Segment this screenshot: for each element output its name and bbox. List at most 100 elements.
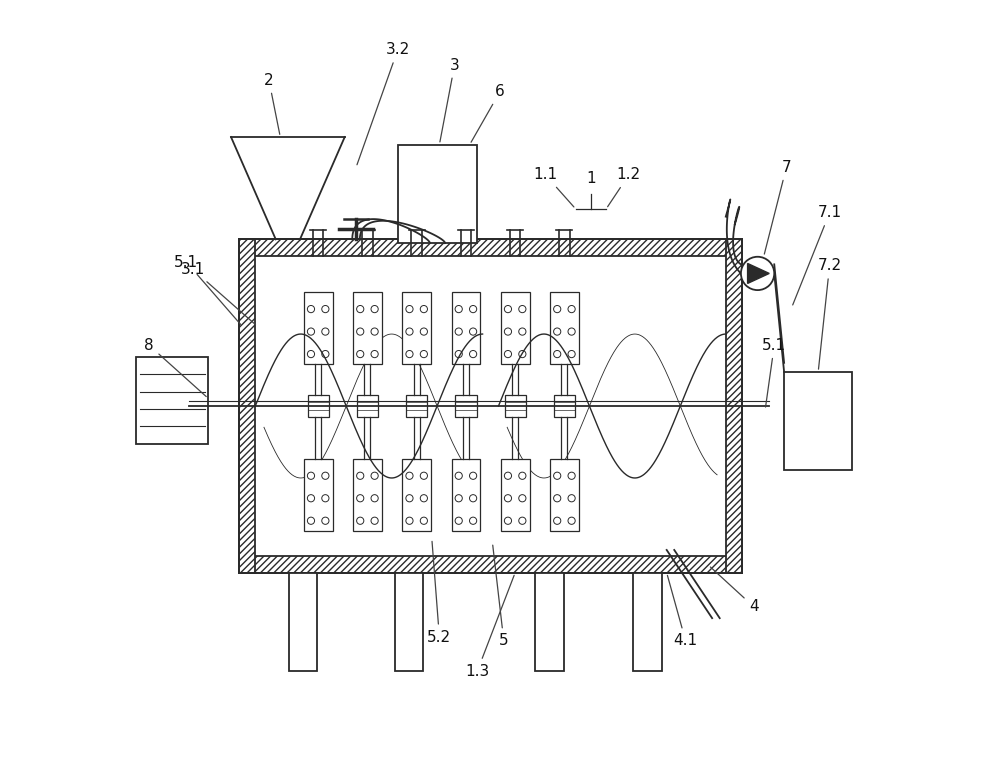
Bar	[554, 395, 575, 417]
Bar	[452, 292, 480, 364]
Bar	[239, 239, 742, 573]
Circle shape	[307, 328, 315, 335]
Circle shape	[554, 517, 561, 524]
Bar	[633, 573, 662, 671]
Circle shape	[455, 517, 462, 524]
Bar	[239, 239, 742, 256]
Text: 7.1: 7.1	[793, 206, 842, 305]
Circle shape	[357, 495, 364, 502]
Circle shape	[307, 495, 315, 502]
Circle shape	[322, 472, 329, 480]
Circle shape	[307, 305, 315, 313]
Bar	[304, 292, 333, 364]
Text: 5.1: 5.1	[762, 338, 786, 407]
Circle shape	[307, 472, 315, 480]
Circle shape	[322, 495, 329, 502]
Circle shape	[322, 328, 329, 335]
Bar	[395, 573, 423, 671]
Bar	[402, 459, 431, 531]
Circle shape	[504, 495, 512, 502]
Circle shape	[470, 328, 477, 335]
Circle shape	[554, 305, 561, 313]
Circle shape	[504, 305, 512, 313]
Circle shape	[554, 495, 561, 502]
Bar	[402, 292, 431, 364]
Bar	[452, 459, 480, 531]
Circle shape	[568, 495, 575, 502]
Bar	[550, 292, 579, 364]
Bar	[501, 292, 530, 364]
Text: 3.2: 3.2	[357, 43, 410, 165]
Text: 8: 8	[144, 338, 206, 397]
Text: 5: 5	[493, 545, 509, 648]
Bar	[535, 573, 564, 671]
Circle shape	[519, 472, 526, 480]
Circle shape	[504, 472, 512, 480]
Circle shape	[406, 472, 413, 480]
Text: 7.2: 7.2	[817, 258, 842, 369]
Bar	[398, 145, 477, 243]
Bar	[239, 239, 255, 573]
Circle shape	[519, 305, 526, 313]
Bar	[353, 292, 382, 364]
Text: 1: 1	[586, 172, 596, 186]
Circle shape	[420, 328, 427, 335]
Text: 1.2: 1.2	[608, 168, 641, 206]
Bar	[136, 357, 208, 444]
Text: 5.1: 5.1	[174, 254, 241, 324]
Circle shape	[504, 328, 512, 335]
Circle shape	[519, 517, 526, 524]
Circle shape	[371, 305, 378, 313]
Text: 6: 6	[471, 84, 505, 142]
Circle shape	[568, 517, 575, 524]
Circle shape	[455, 472, 462, 480]
Circle shape	[357, 305, 364, 313]
Text: 1.3: 1.3	[465, 575, 514, 679]
Bar	[304, 459, 333, 531]
Circle shape	[371, 495, 378, 502]
Circle shape	[470, 351, 477, 357]
Circle shape	[406, 305, 413, 313]
Bar	[784, 372, 852, 471]
Circle shape	[371, 472, 378, 480]
Circle shape	[420, 351, 427, 357]
Circle shape	[519, 495, 526, 502]
Circle shape	[519, 328, 526, 335]
Circle shape	[406, 328, 413, 335]
Text: 1.1: 1.1	[533, 168, 574, 207]
Circle shape	[554, 328, 561, 335]
Circle shape	[554, 472, 561, 480]
Bar	[455, 395, 477, 417]
Text: 5.2: 5.2	[427, 541, 451, 644]
Circle shape	[568, 472, 575, 480]
Circle shape	[455, 495, 462, 502]
Text: 4: 4	[710, 567, 759, 614]
Circle shape	[406, 495, 413, 502]
Circle shape	[568, 305, 575, 313]
Circle shape	[519, 351, 526, 357]
Circle shape	[357, 328, 364, 335]
Circle shape	[357, 472, 364, 480]
Bar	[550, 459, 579, 531]
Circle shape	[470, 472, 477, 480]
Bar	[239, 556, 742, 573]
Text: 3.1: 3.1	[181, 262, 255, 325]
Bar	[505, 395, 526, 417]
Circle shape	[307, 517, 315, 524]
Circle shape	[406, 351, 413, 357]
Text: 2: 2	[264, 73, 280, 134]
Circle shape	[420, 495, 427, 502]
Circle shape	[371, 328, 378, 335]
Circle shape	[554, 351, 561, 357]
Circle shape	[357, 517, 364, 524]
Circle shape	[470, 517, 477, 524]
Circle shape	[504, 351, 512, 357]
Bar	[501, 459, 530, 531]
Circle shape	[455, 328, 462, 335]
Bar	[726, 239, 742, 573]
Circle shape	[470, 495, 477, 502]
Circle shape	[371, 517, 378, 524]
Bar	[357, 395, 378, 417]
Circle shape	[470, 305, 477, 313]
Circle shape	[455, 305, 462, 313]
